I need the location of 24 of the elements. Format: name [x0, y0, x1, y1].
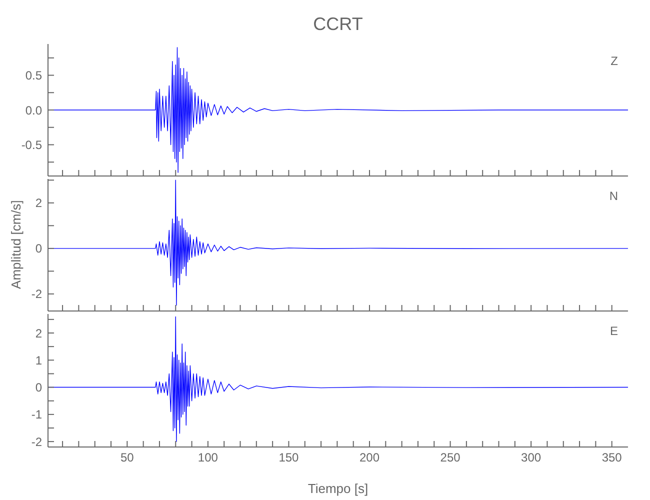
annotation: Z — [610, 54, 618, 68]
y-tick-label: -2 — [31, 434, 42, 449]
annotation: N — [609, 189, 618, 203]
y-tick-label: 2 — [35, 326, 42, 340]
y-tick-label: 2 — [35, 196, 42, 210]
y-tick-label: -1 — [31, 408, 42, 422]
y-tick-label: -0.5 — [21, 138, 42, 152]
x-tick-label: 50 — [120, 450, 134, 465]
chart-title: CCRT — [312, 14, 364, 35]
x-tick-label: 300 — [521, 450, 542, 465]
y-tick-label: 0.5 — [25, 68, 42, 83]
x-tick-label: 100 — [198, 450, 218, 465]
y-axis-title: Amplitud [cm/s] — [8, 199, 24, 291]
annotation: E — [610, 324, 618, 338]
y-tick-label: 0 — [35, 242, 42, 256]
x-axis-title: Tiempo [s] — [308, 481, 368, 496]
x-tick-label: 200 — [359, 450, 380, 465]
y-tick-label: -2 — [31, 287, 42, 302]
x-tick-label: 250 — [440, 450, 461, 465]
y-tick-label: 1 — [35, 353, 42, 368]
x-tick-label: 150 — [278, 450, 300, 465]
y-tick-label: 0.0 — [25, 103, 42, 118]
y-tick-label: 0 — [35, 380, 42, 395]
x-tick-label: 350 — [602, 450, 622, 465]
